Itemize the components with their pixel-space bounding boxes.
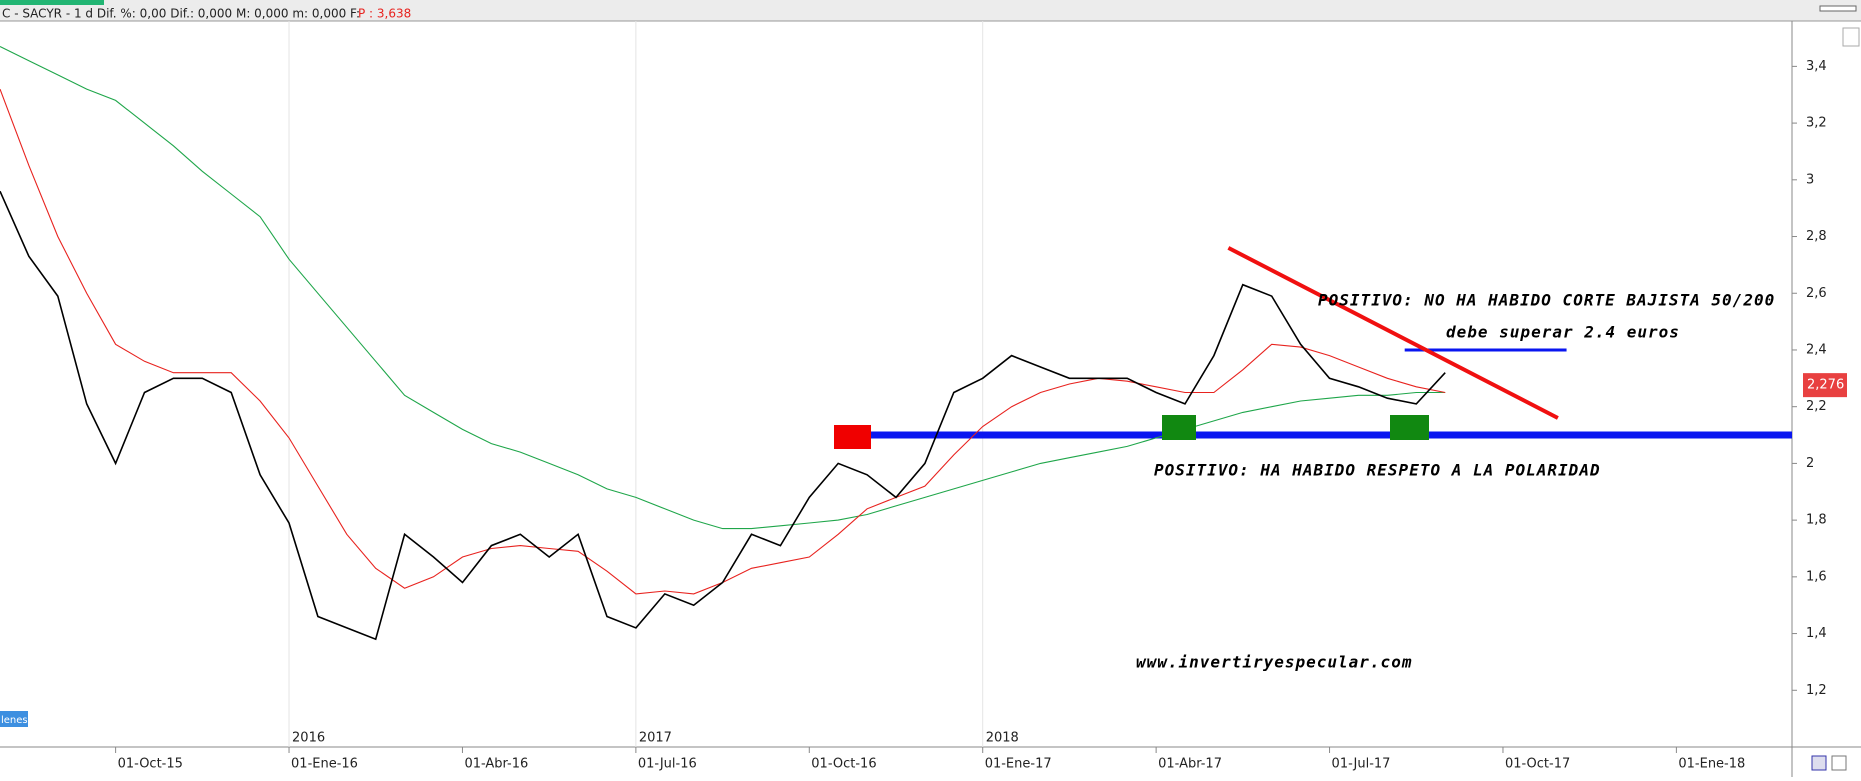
corner-icon[interactable]: [1842, 27, 1860, 47]
tab: [0, 0, 104, 5]
tool-icon[interactable]: [1831, 755, 1847, 771]
tag-label: lenes: [1, 715, 28, 726]
annotation: POSITIVO: HA HABIDO RESPETO A LA POLARID…: [1154, 461, 1601, 480]
x-tick-label: 01-Jul-17: [1332, 757, 1391, 772]
y-tick-label: 2: [1806, 456, 1814, 471]
marker-box: [1390, 415, 1429, 440]
y-tick-label: 2,4: [1806, 342, 1827, 357]
y-tick-label: 1,2: [1806, 683, 1827, 698]
x-tick-label: 01-Oct-15: [118, 757, 183, 772]
annotation: debe superar 2.4 euros: [1446, 323, 1680, 342]
x-tick-label: 01-Abr-17: [1158, 757, 1222, 772]
x-tick-label: 01-Jul-16: [638, 757, 697, 772]
marker-box: [834, 425, 871, 449]
annotation: POSITIVO: NO HA HABIDO CORTE BAJISTA 50/…: [1318, 291, 1775, 310]
year-label: 2017: [639, 731, 672, 746]
x-tick-label: 01-Oct-16: [811, 757, 876, 772]
marker-box: [1162, 415, 1196, 440]
header-bar: [0, 0, 1861, 21]
last-price-box: [1803, 373, 1847, 398]
series-line: [0, 46, 1446, 530]
tag-box: [0, 711, 28, 727]
y-tick-label: 3,4: [1806, 59, 1827, 74]
save-icon[interactable]: [1811, 755, 1827, 771]
annotation: www.invertiryespecular.com: [1136, 653, 1412, 672]
x-tick-label: 01-Ene-18: [1678, 757, 1745, 772]
series-line: [0, 190, 1446, 641]
x-tick-label: 01-Oct-17: [1505, 757, 1570, 772]
series-line: [0, 88, 1446, 595]
year-label: 2016: [292, 731, 325, 746]
y-tick-label: 1,4: [1806, 626, 1827, 641]
y-tick-label: 1,8: [1806, 513, 1827, 528]
last-price-label: 2,276: [1807, 378, 1844, 393]
y-tick-label: 2,6: [1806, 286, 1827, 301]
header-title: C - SACYR - 1 d Dif. %: 0,00 Dif.: 0,000…: [2, 7, 360, 21]
year-label: 2018: [986, 731, 1019, 746]
y-tick-label: 3: [1806, 172, 1814, 187]
header-price: P : 3,638: [358, 7, 411, 21]
scroll-icon[interactable]: [1819, 5, 1857, 12]
x-tick-label: 01-Ene-17: [985, 757, 1052, 772]
y-tick-label: 2,2: [1806, 399, 1827, 414]
trend-line: [1227, 246, 1559, 420]
y-tick-label: 2,8: [1806, 229, 1827, 244]
y-tick-label: 3,2: [1806, 116, 1827, 131]
x-tick-label: 01-Abr-16: [464, 757, 528, 772]
x-tick-label: 01-Ene-16: [291, 757, 358, 772]
y-tick-label: 1,6: [1806, 569, 1827, 584]
